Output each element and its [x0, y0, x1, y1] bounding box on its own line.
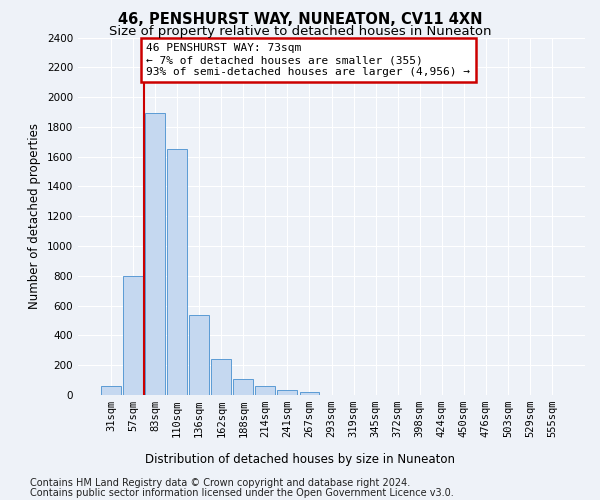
Text: 46, PENSHURST WAY, NUNEATON, CV11 4XN: 46, PENSHURST WAY, NUNEATON, CV11 4XN	[118, 12, 482, 28]
Bar	[256, 386, 275, 395]
Text: Distribution of detached houses by size in Nuneaton: Distribution of detached houses by size …	[145, 452, 455, 466]
Text: Contains HM Land Registry data © Crown copyright and database right 2024.: Contains HM Land Registry data © Crown c…	[30, 478, 410, 488]
Bar	[101, 386, 121, 395]
Bar	[233, 378, 253, 395]
Text: Size of property relative to detached houses in Nuneaton: Size of property relative to detached ho…	[109, 25, 491, 38]
Bar	[145, 114, 165, 395]
Bar	[211, 359, 231, 395]
Bar	[167, 149, 187, 395]
Y-axis label: Number of detached properties: Number of detached properties	[28, 123, 41, 309]
Bar	[299, 392, 319, 395]
Bar	[189, 316, 209, 395]
Bar	[123, 276, 143, 395]
Text: Contains public sector information licensed under the Open Government Licence v3: Contains public sector information licen…	[30, 488, 454, 498]
Text: 46 PENSHURST WAY: 73sqm
← 7% of detached houses are smaller (355)
93% of semi-de: 46 PENSHURST WAY: 73sqm ← 7% of detached…	[146, 44, 470, 76]
Bar	[277, 390, 298, 395]
